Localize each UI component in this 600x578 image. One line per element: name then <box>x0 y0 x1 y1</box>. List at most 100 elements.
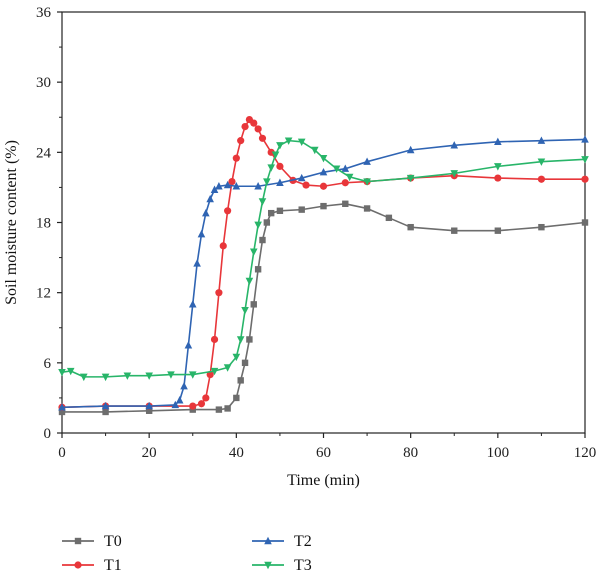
data-point-t3 <box>79 373 88 382</box>
data-point-t3 <box>363 178 371 186</box>
data-point-t2 <box>184 341 193 349</box>
data-point-t2 <box>223 180 232 189</box>
data-point-t2 <box>171 400 180 409</box>
data-point-t0 <box>538 223 545 231</box>
series-t2 <box>58 135 589 411</box>
data-point-t1 <box>581 175 589 183</box>
data-point-t3 <box>494 163 502 171</box>
data-point-t0 <box>451 227 458 234</box>
data-point-t3 <box>232 353 241 362</box>
legend-label: T1 <box>104 557 122 574</box>
data-point-t3 <box>263 178 271 186</box>
y-tick-label: 18 <box>36 216 51 232</box>
series-line-t1 <box>61 118 585 409</box>
data-point-t0 <box>276 207 284 215</box>
data-point-t2 <box>276 178 284 186</box>
y-tick-label: 0 <box>44 426 52 442</box>
data-point-t3 <box>66 367 75 376</box>
data-point-t0 <box>259 236 266 244</box>
data-point-t0 <box>342 200 349 207</box>
legend-label: T0 <box>104 533 122 550</box>
data-point-t1 <box>319 182 328 190</box>
data-point-t2 <box>206 194 214 203</box>
data-point-t2 <box>297 173 306 182</box>
y-tick-label: 30 <box>36 75 51 91</box>
data-point-t2 <box>215 182 223 190</box>
series-line-t2 <box>61 138 586 409</box>
data-point-t1 <box>254 125 262 133</box>
data-point-t2 <box>202 208 210 217</box>
legend-item-t1: T1 <box>62 557 122 574</box>
data-point-t3 <box>310 146 319 155</box>
data-point-t2 <box>232 182 241 190</box>
data-point-t0 <box>254 266 262 273</box>
data-point-t2 <box>197 229 206 238</box>
data-point-t1 <box>258 134 267 142</box>
data-point-t0 <box>102 408 109 416</box>
data-point-t2 <box>188 300 197 308</box>
legend-swatch-marker <box>74 561 82 569</box>
data-point-t1 <box>241 123 249 131</box>
y-tick-label: 12 <box>36 286 51 302</box>
data-point-t3 <box>241 307 249 315</box>
data-point-t2 <box>363 157 371 165</box>
data-point-t1 <box>494 174 502 182</box>
data-point-t3 <box>276 142 284 150</box>
data-point-t0 <box>224 405 231 412</box>
data-point-t1 <box>219 242 227 250</box>
data-point-t3 <box>450 170 459 178</box>
data-point-t0 <box>215 406 223 413</box>
data-point-t1 <box>250 119 258 127</box>
data-point-t3 <box>297 138 306 147</box>
series-t3 <box>58 137 589 382</box>
data-point-t2 <box>180 382 188 390</box>
data-point-t1 <box>224 207 232 215</box>
data-point-t3 <box>245 277 254 286</box>
data-point-t3 <box>188 371 197 379</box>
data-point-t3 <box>167 371 175 379</box>
x-tick-label: 20 <box>142 445 157 461</box>
series-line-t3 <box>61 139 586 378</box>
data-point-t1 <box>210 335 219 344</box>
legend-label: T2 <box>294 533 312 550</box>
data-point-t0 <box>298 206 305 213</box>
x-tick-label: 40 <box>229 445 244 461</box>
data-point-t1 <box>202 394 210 402</box>
data-point-t1 <box>215 289 223 297</box>
x-tick-label: 60 <box>316 445 331 461</box>
data-point-t2 <box>406 145 415 154</box>
data-point-t3 <box>236 336 245 344</box>
plot-frame <box>61 11 586 434</box>
data-point-t0 <box>363 205 371 212</box>
data-point-t1 <box>267 148 275 156</box>
data-point-t2 <box>145 401 153 410</box>
data-point-t3 <box>537 158 546 166</box>
legend-swatch-marker <box>74 537 82 545</box>
data-point-t3 <box>145 372 153 380</box>
legend-label: T3 <box>294 557 312 574</box>
data-point-t0 <box>494 227 502 234</box>
data-point-t3 <box>254 221 262 230</box>
data-point-t3 <box>249 248 258 256</box>
data-point-t1 <box>197 400 206 408</box>
data-point-t2 <box>537 136 546 144</box>
data-point-t2 <box>175 396 184 404</box>
data-point-t3 <box>271 151 280 159</box>
x-tick-label: 100 <box>487 445 510 461</box>
data-point-t2 <box>341 164 350 172</box>
data-point-t0 <box>145 407 153 414</box>
data-point-t0 <box>241 359 249 367</box>
legend-item-t0: T0 <box>62 533 122 550</box>
x-tick-label: 120 <box>574 445 597 461</box>
data-point-t2 <box>494 137 502 146</box>
data-point-t1 <box>341 179 349 187</box>
data-point-t0 <box>58 408 66 416</box>
data-point-t0 <box>407 223 414 231</box>
data-point-t3 <box>210 367 219 376</box>
data-point-t0 <box>233 394 240 402</box>
axis-ticks: 0 20 40 60 80 100 120 0 6 12 18 24 30 36 <box>36 5 596 461</box>
y-tick-label: 24 <box>36 145 52 161</box>
data-point-t3 <box>284 137 293 145</box>
y-axis-title: Soil moisture content (%) <box>3 140 20 305</box>
legend-swatch-marker <box>264 561 272 570</box>
